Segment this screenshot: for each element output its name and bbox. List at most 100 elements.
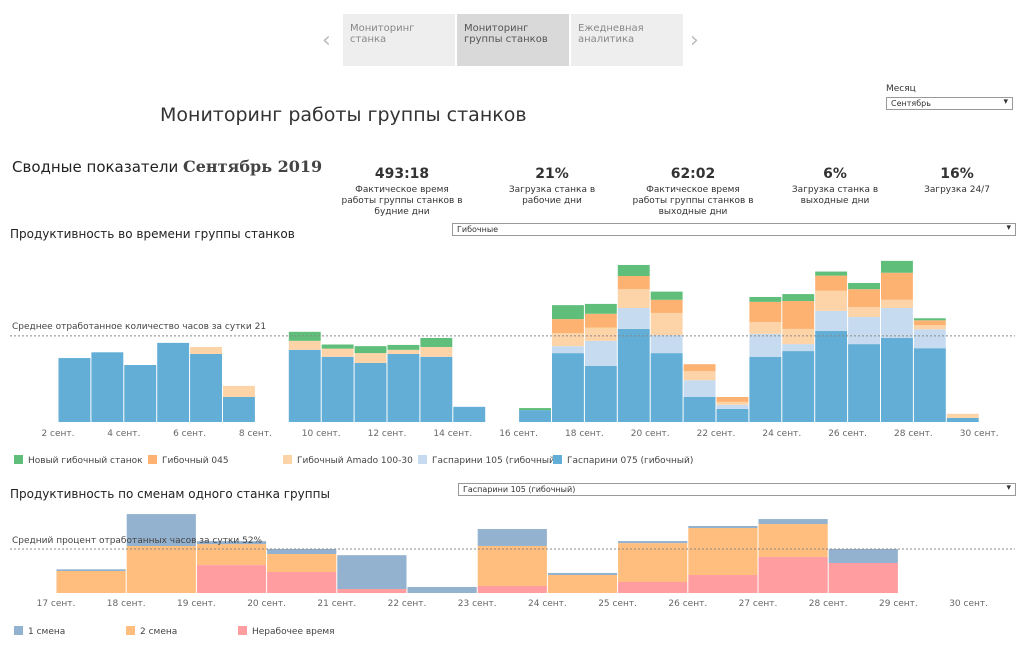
legend-label: Гибочный 045: [162, 456, 229, 466]
bar-segment: [552, 346, 584, 354]
reference-value: 52%: [242, 536, 262, 546]
bar-segment: [815, 290, 848, 311]
bar-segment: [913, 325, 946, 330]
bar-segment: [196, 565, 267, 593]
bar-segment: [913, 318, 946, 321]
bar-segment: [815, 310, 848, 331]
bar-segment: [749, 301, 782, 322]
bar-segment: [617, 264, 650, 277]
bar-segment: [477, 585, 547, 593]
month-dropdown[interactable]: Сентябрь: [886, 97, 1013, 110]
reference-text: Средний процент отработанных часов за су…: [12, 536, 239, 546]
legend-swatch: [148, 455, 157, 464]
bar-segment: [913, 329, 946, 349]
bar-segment: [848, 344, 880, 422]
bar-segment: [267, 572, 337, 593]
x-tick-label: 14 сент.: [433, 429, 472, 439]
kpi: 16% Загрузка 24/7: [882, 166, 1025, 196]
kpi: 493:18 Фактическое время работы группы ст…: [327, 166, 477, 218]
kpi-value: 21%: [535, 166, 569, 182]
x-tick-label: 19 сент.: [177, 599, 216, 609]
group-dropdown[interactable]: Гибочные: [452, 223, 1016, 236]
x-tick-label: 18 сент.: [565, 429, 604, 439]
bar-segment: [354, 353, 387, 363]
bar-segment: [354, 362, 387, 422]
bar-segment: [815, 330, 848, 422]
x-tick-label: 2 сент.: [41, 429, 74, 439]
reference-text: Среднее отработанное количество часов за…: [12, 322, 252, 332]
bar-segment: [196, 544, 267, 566]
kpi-label: Фактическое время работы группы станков …: [341, 185, 463, 217]
x-tick-label: 25 сент.: [598, 599, 637, 609]
kpi-label: Фактическое время работы группы станков …: [632, 185, 754, 217]
x-tick-label: 20 сент.: [631, 429, 670, 439]
bar-segment: [815, 271, 848, 276]
bar-segment: [716, 396, 749, 402]
legend-swatch: [553, 455, 562, 464]
bar-segment: [337, 555, 407, 590]
bar-segment: [946, 413, 979, 418]
bar-segment: [618, 582, 688, 593]
bar-segment: [321, 344, 354, 349]
x-tick-label: 4 сент.: [107, 429, 140, 439]
bar-segment: [782, 294, 815, 302]
tab[interactable]: Мониторинг станка: [343, 14, 455, 66]
bar-segment: [584, 313, 617, 328]
bar-segment: [828, 562, 898, 593]
bar-segment: [782, 328, 815, 345]
bar-segment: [716, 408, 749, 422]
bar-segment: [519, 408, 551, 411]
bar-segment: [749, 321, 782, 334]
bar-segment: [56, 571, 126, 593]
bar-segment: [617, 276, 650, 290]
bar-segment: [190, 353, 222, 422]
x-tick-label: 6 сент.: [173, 429, 206, 439]
bar-segment: [650, 312, 683, 336]
page-title: Мониторинг работы группы станков: [160, 104, 527, 126]
x-tick-label: 22 сент.: [388, 599, 427, 609]
kpi: 21% Загрузка станка в рабочие дни: [477, 166, 627, 207]
bar-segment: [881, 299, 913, 309]
bar-segment: [782, 301, 815, 329]
summary: Сводные показатели Сентябрь 2019: [12, 157, 322, 176]
bar-segment: [354, 346, 387, 354]
bar-segment: [288, 349, 321, 422]
bar-segment: [288, 331, 321, 341]
bar-segment: [881, 337, 913, 422]
x-tick-label: 30 сент.: [960, 429, 999, 439]
bar-segment: [584, 365, 617, 422]
reference-value: 21: [255, 322, 266, 332]
tab[interactable]: Мониторинг группы станков: [457, 14, 569, 66]
x-tick-label: 8 сент.: [239, 429, 272, 439]
bar-segment: [387, 353, 420, 422]
bar-segment: [56, 569, 126, 572]
bar-segment: [547, 572, 618, 575]
tab[interactable]: Ежедневная аналитика: [571, 14, 683, 66]
kpi: 6% Загрузка станка в выходные дни: [760, 166, 910, 207]
bar-segment: [688, 525, 758, 529]
chart-title: Продуктивность во времени группы станков: [10, 227, 295, 241]
legend-swatch: [126, 626, 135, 635]
machine-dropdown[interactable]: Гаспарини 105 (гибочный): [458, 483, 1016, 496]
bar-segment: [683, 364, 716, 372]
bar-segment: [881, 272, 913, 300]
bar-segment: [749, 296, 782, 302]
bar-segment: [758, 557, 828, 593]
bar-segment: [420, 337, 453, 347]
bar-segment: [126, 546, 196, 593]
bar-segment: [650, 353, 683, 422]
x-tick-label: 26 сент.: [668, 599, 707, 609]
x-tick-label: 27 сент.: [739, 599, 778, 609]
bar-segment: [749, 356, 782, 422]
prev-arrow[interactable]: ‹: [322, 28, 331, 53]
bar-segment: [337, 589, 407, 593]
bar-segment: [477, 545, 547, 586]
bar-segment: [267, 549, 337, 554]
kpi: 62:02 Фактическое время работы группы ста…: [618, 166, 768, 218]
next-arrow[interactable]: ›: [690, 28, 699, 53]
kpi-value: 6%: [823, 166, 847, 182]
bar-segment: [881, 308, 913, 338]
bar-segment: [913, 348, 946, 422]
